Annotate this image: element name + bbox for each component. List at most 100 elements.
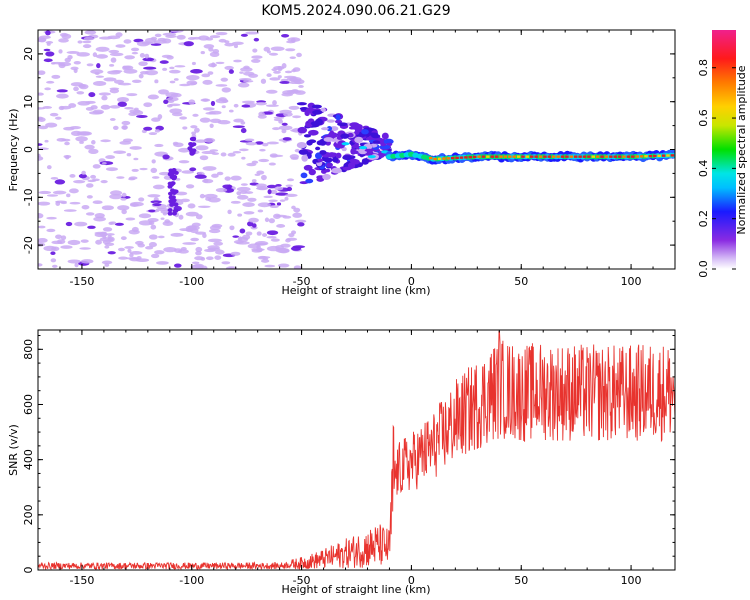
spectrogram-noise-cell [202, 166, 217, 171]
spectrogram-noise-cell [186, 74, 200, 81]
spectrogram-noise-cell [265, 89, 278, 94]
spectrogram-track-core [442, 157, 446, 160]
spectrogram-noise-cell [230, 200, 241, 204]
spectrogram-noise-cell [206, 256, 214, 261]
spectrogram-noise-cell [75, 136, 88, 142]
spectrogram-noise-cell [95, 54, 109, 59]
spectrogram-streak-cell [170, 181, 176, 186]
spectrogram-noise-cell [281, 122, 288, 126]
spectrogram-track-core [521, 155, 525, 158]
spectrogram-track-core [565, 155, 569, 158]
spectrogram-track-core [503, 155, 508, 158]
spectrogram-noise-cell [281, 63, 287, 69]
spectrogram-noise-cell [43, 48, 51, 52]
spectrogram-noise-cell [69, 174, 76, 178]
spectrogram-noise-cell [202, 79, 213, 85]
spectrogram-noise-cell [98, 92, 111, 96]
spectrogram-noise-cell [190, 69, 203, 74]
spectrogram-track-core [617, 155, 622, 158]
spectrogram-noise-cell [262, 233, 268, 237]
spectrogram-transition-cell [331, 167, 342, 174]
spectrogram-noise-cell [281, 128, 287, 134]
spectrogram-noise-cell [38, 92, 44, 96]
spectrogram-noise-cell [222, 184, 233, 189]
spectrogram-noise-cell [296, 52, 302, 58]
figure-title: KOM5.2024.090.06.21.G29 [261, 3, 450, 19]
spectrogram-noise-cell [290, 246, 302, 251]
spectrogram-noise-cell [38, 201, 51, 206]
spectrogram-noise-cell [248, 217, 259, 223]
spectrogram-noise-cell [38, 156, 44, 161]
spectrogram-noise-cell [251, 55, 263, 59]
spectrogram-noise-cell [240, 183, 248, 186]
spectrogram-noise-cell [137, 243, 146, 248]
spectrogram-noise-cell [111, 69, 123, 73]
spectrogram-noise-cell [60, 105, 72, 110]
x-tick-label: -100 [179, 574, 204, 587]
spectrogram-noise-cell [208, 229, 221, 234]
spectrogram-noise-cell [157, 37, 167, 42]
spectrogram-transition-cell [319, 150, 327, 155]
spectrogram-noise-cell [95, 46, 110, 52]
spectrogram-noise-cell [99, 231, 108, 237]
spectrogram-noise-cell [241, 100, 256, 104]
spectrogram-noise-cell [178, 147, 191, 153]
spectrogram-streak-cell [188, 148, 194, 153]
spectrogram-transition-highlight [341, 142, 350, 146]
spectrogram-noise-cell [233, 240, 244, 244]
spectrogram-track-core [464, 156, 468, 159]
spectrogram-noise-cell [46, 216, 57, 220]
spectrogram-noise-cell [233, 44, 239, 49]
spectrogram-transition-cell [340, 133, 350, 139]
spectrogram-noise-cell [116, 176, 125, 179]
y-tick-label: 10 [22, 95, 35, 109]
spectrogram-noise-cell [58, 61, 72, 67]
x-tick-label: 100 [621, 275, 642, 288]
spectrogram-noise-cell [109, 63, 115, 67]
spectrogram-track-core [631, 155, 635, 158]
spectrogram-noise-cell [266, 141, 280, 145]
spectrogram-noise-cell [148, 234, 158, 240]
spectrogram-noise-cell [243, 211, 255, 215]
spectrogram-noise-cell [233, 118, 244, 123]
spectrogram-noise-cell [203, 44, 215, 49]
spectrogram-noise-cell [243, 80, 254, 83]
spectrogram-noise-cell [95, 239, 102, 245]
spectrogram-noise-cell [124, 106, 134, 110]
spectrogram-noise-cell [123, 68, 138, 74]
spectrogram-noise-cell [199, 155, 209, 161]
spectrogram-noise-cell [154, 79, 159, 84]
spectrogram-noise-cell [242, 202, 255, 207]
spectrogram-noise-cell [232, 125, 245, 129]
spectrogram-noise-cell [78, 173, 87, 179]
spectrogram-noise-cell [80, 239, 89, 243]
spectrogram-track-core [494, 155, 499, 158]
spectrogram-noise-cell [154, 33, 162, 38]
spectrogram-noise-cell [216, 171, 224, 176]
spectrogram-noise-cell [81, 170, 86, 175]
spectrogram-noise-cell [273, 70, 281, 74]
spectrogram-noise-cell [76, 52, 90, 57]
spectrogram-noise-cell [179, 116, 188, 120]
spectrogram-noise-cell [45, 122, 58, 128]
spectrogram-noise-cell [144, 69, 159, 76]
spectrogram-noise-cell [182, 126, 188, 130]
spectrogram-noise-cell [288, 81, 302, 85]
spectrogram-noise-cell [194, 127, 200, 133]
spectrogram-noise-cell [183, 41, 194, 47]
spectrogram-noise-cell [50, 258, 57, 263]
spectrogram-noise-cell [248, 73, 259, 78]
spectrogram-transition-cell [325, 168, 331, 173]
colorbar-tick-label: 0.4 [697, 160, 710, 178]
spectrogram-noise-cell [221, 87, 232, 93]
spectrogram-transition-cell [361, 129, 369, 135]
spectrogram-track-core [486, 155, 490, 158]
y-tick-label: 800 [22, 339, 35, 360]
spectrogram-noise-cell [199, 193, 205, 199]
spectrogram-noise-cell [298, 85, 304, 88]
spectrogram-noise-cell [220, 77, 229, 82]
spectrogram-track-core [609, 155, 613, 158]
spectrogram-noise-cell [107, 251, 116, 255]
spectrogram-noise-cell [174, 263, 182, 268]
